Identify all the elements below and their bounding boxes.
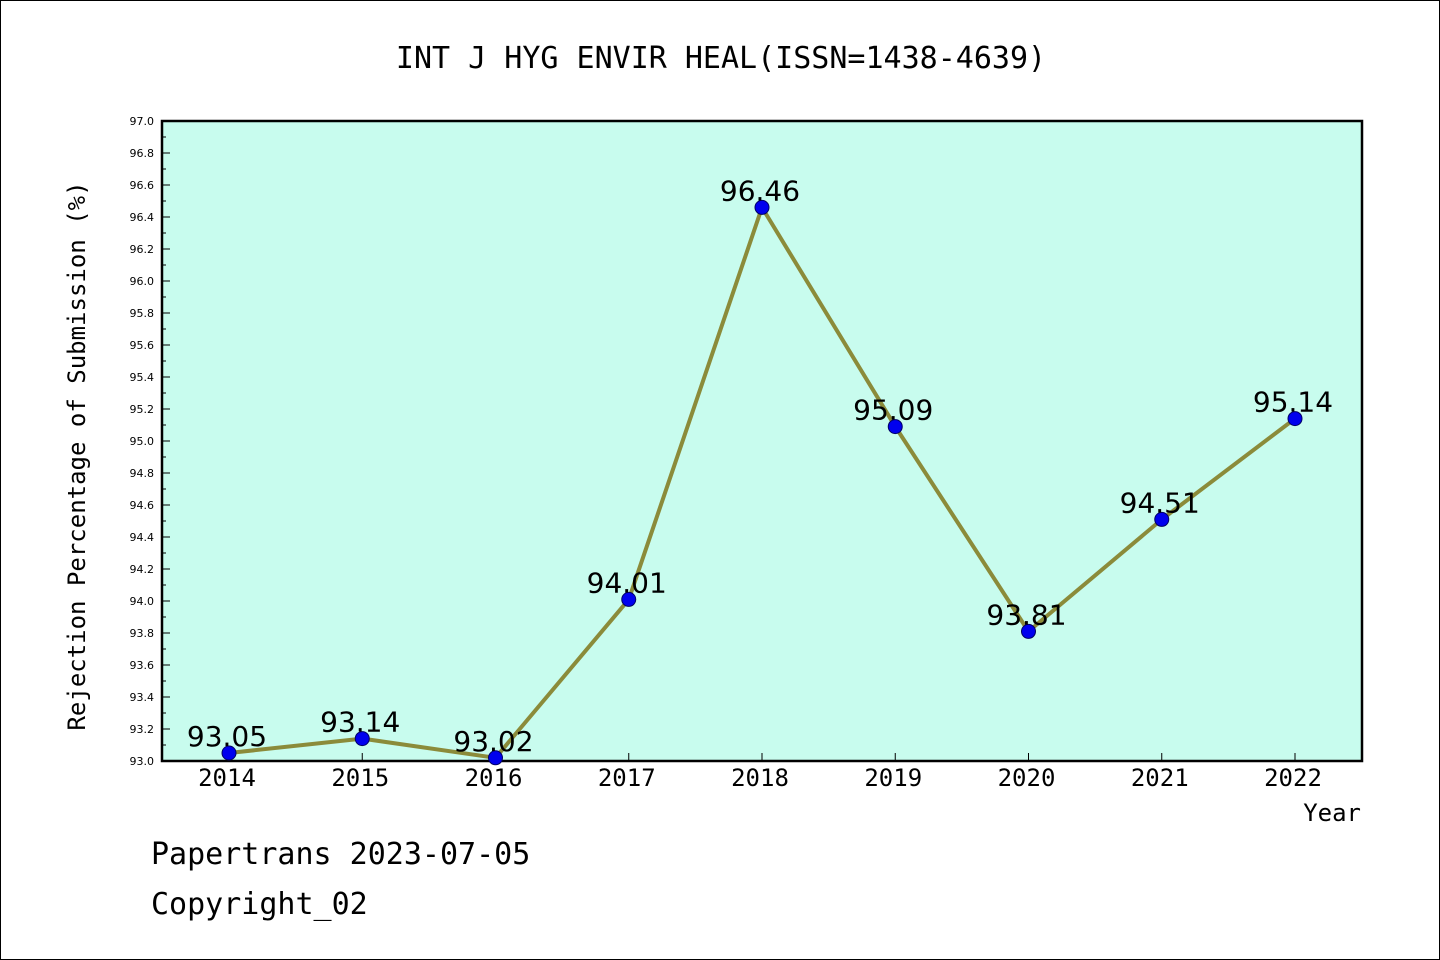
- data-markers: [221, 199, 1303, 766]
- x-tick-label: 2020: [998, 764, 1056, 792]
- y-tick-label: 94.2: [130, 563, 155, 576]
- y-tick-label: 94.4: [130, 531, 155, 544]
- y-tick-label: 96.8: [130, 147, 155, 160]
- data-point-label: 96.46: [720, 174, 800, 207]
- x-tick-label: 2019: [864, 764, 922, 792]
- y-tick-label: 93.0: [130, 755, 155, 768]
- y-axis-label: Rejection Percentage of Submission (%): [63, 181, 91, 730]
- x-tick-label: 2015: [331, 764, 389, 792]
- y-axis: 93.0 93.2 93.4 93.6 93.8 94.0 94.2 94.4 94.6 94.8…: [130, 115, 170, 768]
- y-tick-label: 95.6: [130, 339, 155, 352]
- x-tick-label: 2016: [465, 764, 523, 792]
- x-axis: 2014 2015 2016 2017 2018 2019 2020 2021 2022: [198, 753, 1322, 792]
- y-tick-label: 93.6: [130, 659, 155, 672]
- data-point-marker: [221, 745, 237, 761]
- y-tick-label: 94.8: [130, 467, 155, 480]
- x-tick-label: 2021: [1131, 764, 1189, 792]
- y-tick-label: 93.8: [130, 627, 155, 640]
- data-point-label: 94.01: [587, 566, 667, 599]
- data-point-label: 94.51: [1120, 486, 1200, 519]
- data-point-marker: [1287, 411, 1303, 427]
- y-tick-label: 95.4: [130, 371, 155, 384]
- y-tick-label: 97.0: [130, 115, 155, 128]
- data-point-marker: [1021, 623, 1036, 639]
- x-tick-label: 2017: [598, 764, 656, 792]
- data-point-marker: [754, 199, 770, 215]
- x-tick-label: 2022: [1264, 764, 1322, 792]
- data-point-label: 95.14: [1253, 386, 1333, 419]
- chart-title: INT J HYG ENVIR HEAL(ISSN=1438-4639): [396, 41, 1046, 76]
- y-tick-label: 93.4: [130, 691, 155, 704]
- data-point-label: 93.14: [320, 706, 400, 739]
- data-point-marker: [1154, 511, 1170, 527]
- x-tick-label: 2014: [198, 764, 256, 792]
- x-axis-label: Year: [1303, 799, 1361, 827]
- data-labels: 93.05 93.14 93.02 94.01 96.46 95.09 93.81 94.51…: [187, 174, 1333, 757]
- y-tick-label: 96.0: [130, 275, 155, 288]
- footer-copyright-text: Copyright_02: [151, 887, 368, 922]
- y-tick-label: 95.8: [130, 307, 155, 320]
- y-tick-label: 93.2: [130, 723, 155, 736]
- y-tick-label: 94.6: [130, 499, 155, 512]
- y-tick-label: 95.0: [130, 435, 155, 448]
- data-point-label: 93.05: [187, 720, 267, 753]
- y-tick-label: 96.4: [130, 211, 155, 224]
- y-tick-label: 94.0: [130, 595, 155, 608]
- data-point-marker: [887, 419, 903, 435]
- data-point-marker: [488, 750, 503, 766]
- data-point-label: 93.81: [986, 598, 1066, 631]
- y-tick-label: 96.2: [130, 243, 155, 256]
- y-tick-label: 96.6: [130, 179, 155, 192]
- x-tick-label: 2018: [731, 764, 789, 792]
- data-point-marker: [621, 591, 637, 607]
- footer-date-text: Papertrans 2023-07-05: [151, 837, 531, 872]
- data-point-label: 95.09: [853, 394, 933, 427]
- plot-area: [160, 119, 1364, 763]
- y-tick-label: 95.2: [130, 403, 155, 416]
- data-point-label: 93.02: [453, 725, 533, 758]
- data-point-marker: [354, 731, 370, 747]
